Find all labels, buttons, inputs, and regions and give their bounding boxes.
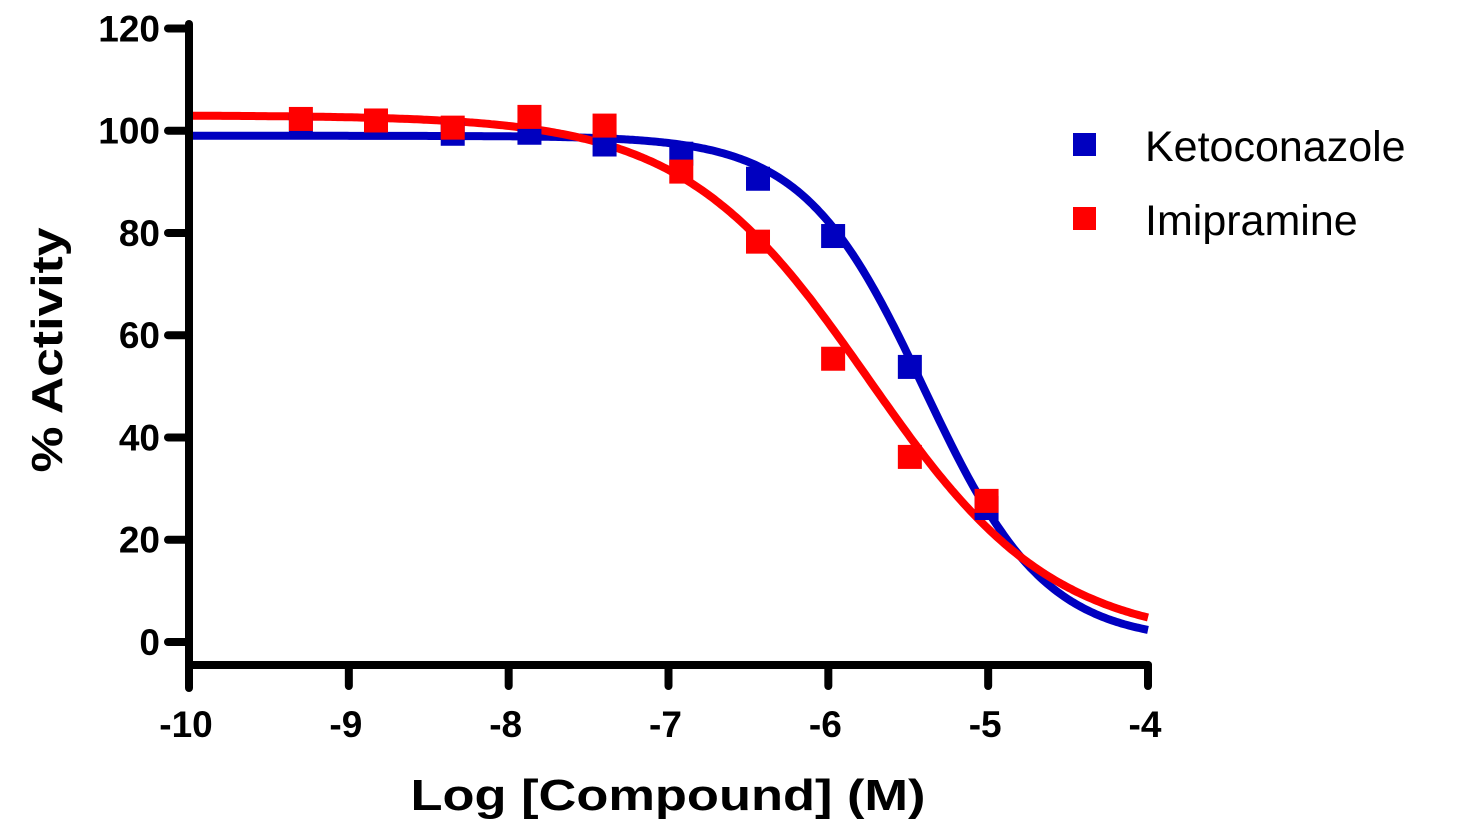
y-axis-title: % Activity [23,227,72,473]
data-point-imipramine [746,229,771,254]
data-markers [288,104,999,521]
legend-marker-imipramine [1073,207,1096,230]
y-tick-label: 100 [98,111,160,152]
data-point-imipramine [592,113,617,138]
x-tick-label: -7 [649,704,682,745]
x-tick-label: -4 [1129,704,1162,745]
x-tick-label: -9 [329,704,362,745]
x-tick-label: -6 [809,704,842,745]
x-tick-label: -8 [489,704,522,745]
legend-marker-ketoconazole [1073,133,1096,156]
fit-curves [189,111,1149,634]
y-tick-label: 60 [119,315,160,356]
x-ticks: -10 -9 -8 -7 -6 -5 -4 [159,661,1162,745]
y-tick-label: 40 [119,417,160,458]
x-tick-label: -5 [969,704,1002,745]
data-point-imipramine [974,488,999,513]
data-point-imipramine [821,346,846,371]
data-point-imipramine [669,159,694,184]
fit-curve-ketoconazole [189,131,1149,634]
y-tick-label: 0 [139,622,160,663]
legend-label-imipramine: Imipramine [1145,197,1358,245]
data-point-imipramine [517,104,542,129]
y-tick-label: 20 [119,520,160,561]
data-point-ketoconazole [746,166,771,191]
data-point-imipramine [440,115,465,140]
y-tick-label: 80 [119,213,160,254]
y-tick-label: 120 [98,8,160,49]
data-point-imipramine [897,444,922,469]
axes [185,20,1152,692]
data-point-ketoconazole [897,354,922,379]
fit-curve-imipramine [189,111,1149,622]
legend: Ketoconazole Imipramine [1073,123,1406,245]
data-point-ketoconazole [821,224,846,249]
x-tick-label: -10 [159,704,212,745]
data-point-imipramine [288,106,313,131]
legend-label-ketoconazole: Ketoconazole [1145,123,1406,171]
y-ticks: 0 20 40 60 80 100 120 [98,8,193,663]
data-point-imipramine [364,108,389,133]
x-axis-title: Log [Compound] (M) [411,771,926,820]
